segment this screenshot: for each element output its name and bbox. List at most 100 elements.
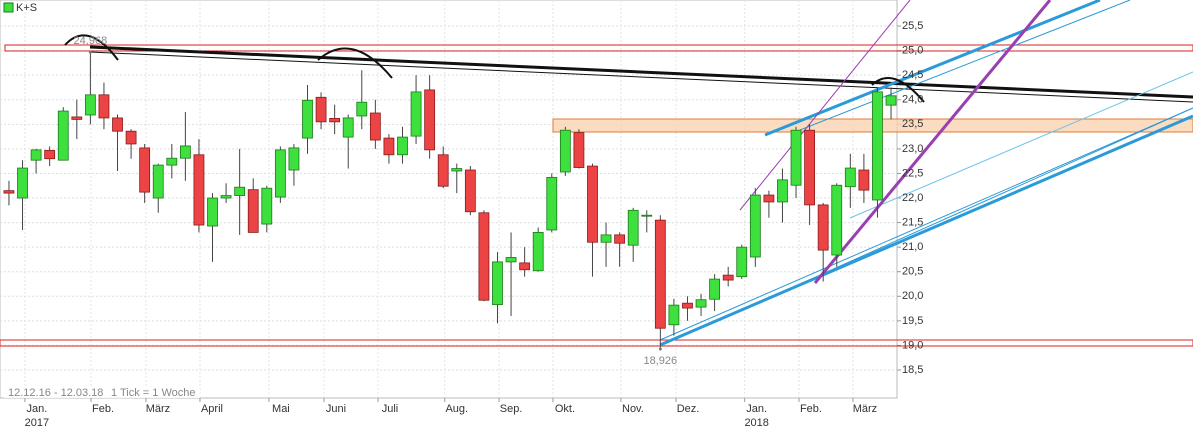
candle-body (342, 117, 354, 138)
candle-body (207, 197, 218, 227)
channel-line (764, 0, 1101, 137)
x-tick-label: Jan. (746, 403, 767, 415)
candle-body (492, 261, 503, 306)
candle-body (627, 209, 639, 246)
candle-body (261, 187, 273, 225)
candle-body (288, 147, 300, 171)
candle-body (532, 232, 544, 272)
candle-body (30, 149, 42, 161)
annotation-label: 18,926 (644, 355, 678, 367)
y-tick-label: 22,5 (902, 167, 923, 179)
candle-body (302, 99, 313, 139)
candle-body (98, 94, 110, 119)
candle-body (790, 129, 802, 186)
y-tick-label: 23,5 (902, 118, 923, 130)
candle-body (804, 129, 816, 206)
candle-body (844, 167, 856, 188)
candle-body (125, 130, 137, 145)
y-tick-label: 21,5 (902, 216, 923, 228)
candle-body (44, 149, 56, 160)
candle-body (71, 116, 83, 120)
candles (3, 53, 897, 348)
candle-body (587, 165, 598, 243)
interval-label: 1 Tick = 1 Woche (111, 387, 195, 399)
x-tick-label: Aug. (445, 403, 468, 415)
x-tick-label: März (853, 403, 877, 415)
y-tick-label: 25,0 (902, 45, 923, 57)
candle-body (356, 101, 368, 117)
candle-body (383, 137, 395, 156)
x-tick-label: April (201, 403, 223, 415)
candle-body (220, 195, 232, 199)
y-tick-label: 21,0 (902, 241, 923, 253)
candle-body (315, 96, 327, 123)
candle-body (872, 91, 883, 201)
candle-body (641, 214, 653, 217)
y-tick-label: 20,0 (902, 290, 923, 302)
candle-body (736, 246, 748, 278)
y-tick-label: 24,5 (902, 69, 923, 81)
channel-line (659, 114, 1193, 347)
y-tick-label: 25,5 (902, 20, 923, 32)
candle-body (505, 257, 517, 263)
candle-body (424, 89, 436, 151)
x-tick-label: Juli (382, 403, 399, 415)
legend-label: K+S (16, 2, 37, 14)
resistance-band (4, 44, 1193, 52)
candle-body (519, 262, 531, 271)
y-tick-label: 24,0 (902, 94, 923, 106)
top-arc (317, 47, 393, 79)
y-tick-label: 23,0 (902, 143, 923, 155)
year-label: 2017 (25, 417, 49, 429)
x-tick-label: Feb. (92, 403, 114, 415)
annotation-point (88, 50, 92, 54)
trend-line (89, 51, 1193, 103)
support-band (0, 339, 1193, 347)
candle-body (139, 147, 151, 193)
candle-body (817, 204, 829, 251)
year-label: 2018 (744, 417, 768, 429)
plot-frame (0, 0, 898, 399)
x-tick-label: Juni (326, 403, 346, 415)
legend-swatch (3, 2, 14, 13)
x-tick-label: Mai (272, 403, 290, 415)
channel-line (849, 71, 1193, 219)
x-tick-label: Okt. (555, 403, 575, 415)
candle-body (369, 112, 381, 141)
x-tick-label: Nov. (622, 403, 644, 415)
range-label: 12.12.16 - 12.03.18 (8, 387, 103, 399)
drawings (0, 0, 1193, 347)
top-arc (871, 77, 925, 103)
candle-body (410, 91, 422, 137)
candle-body (709, 278, 721, 300)
x-tick-label: März (146, 403, 170, 415)
candle-body (763, 194, 775, 203)
candle-body (614, 234, 626, 244)
candle-body (749, 194, 761, 258)
candle-body (152, 164, 164, 199)
candle-body (695, 299, 707, 308)
x-tick-label: Dez. (677, 403, 700, 415)
labels: K+S 12.12.16 - 12.03.18 1 Tick = 1 Woche… (3, 2, 923, 429)
candle-body (858, 169, 870, 191)
trend-line-steep (739, 0, 911, 211)
y-tick-label: 19,5 (902, 315, 923, 327)
y-tick-label: 20,5 (902, 266, 923, 278)
candle-body (57, 110, 69, 161)
trend-line-steep (813, 0, 1052, 284)
candle-body (831, 184, 843, 256)
top-arc (64, 34, 119, 61)
candle-body (193, 154, 205, 226)
candle-body (546, 176, 558, 231)
trend-line (89, 45, 1193, 99)
y-tick-label: 22,0 (902, 192, 923, 204)
candle-body (112, 117, 123, 132)
candle-body (654, 219, 666, 329)
candle-body (166, 157, 178, 166)
candle-body (464, 169, 476, 213)
candle-body (274, 149, 286, 198)
channel-line (799, 0, 1131, 131)
candle-body (478, 212, 490, 301)
